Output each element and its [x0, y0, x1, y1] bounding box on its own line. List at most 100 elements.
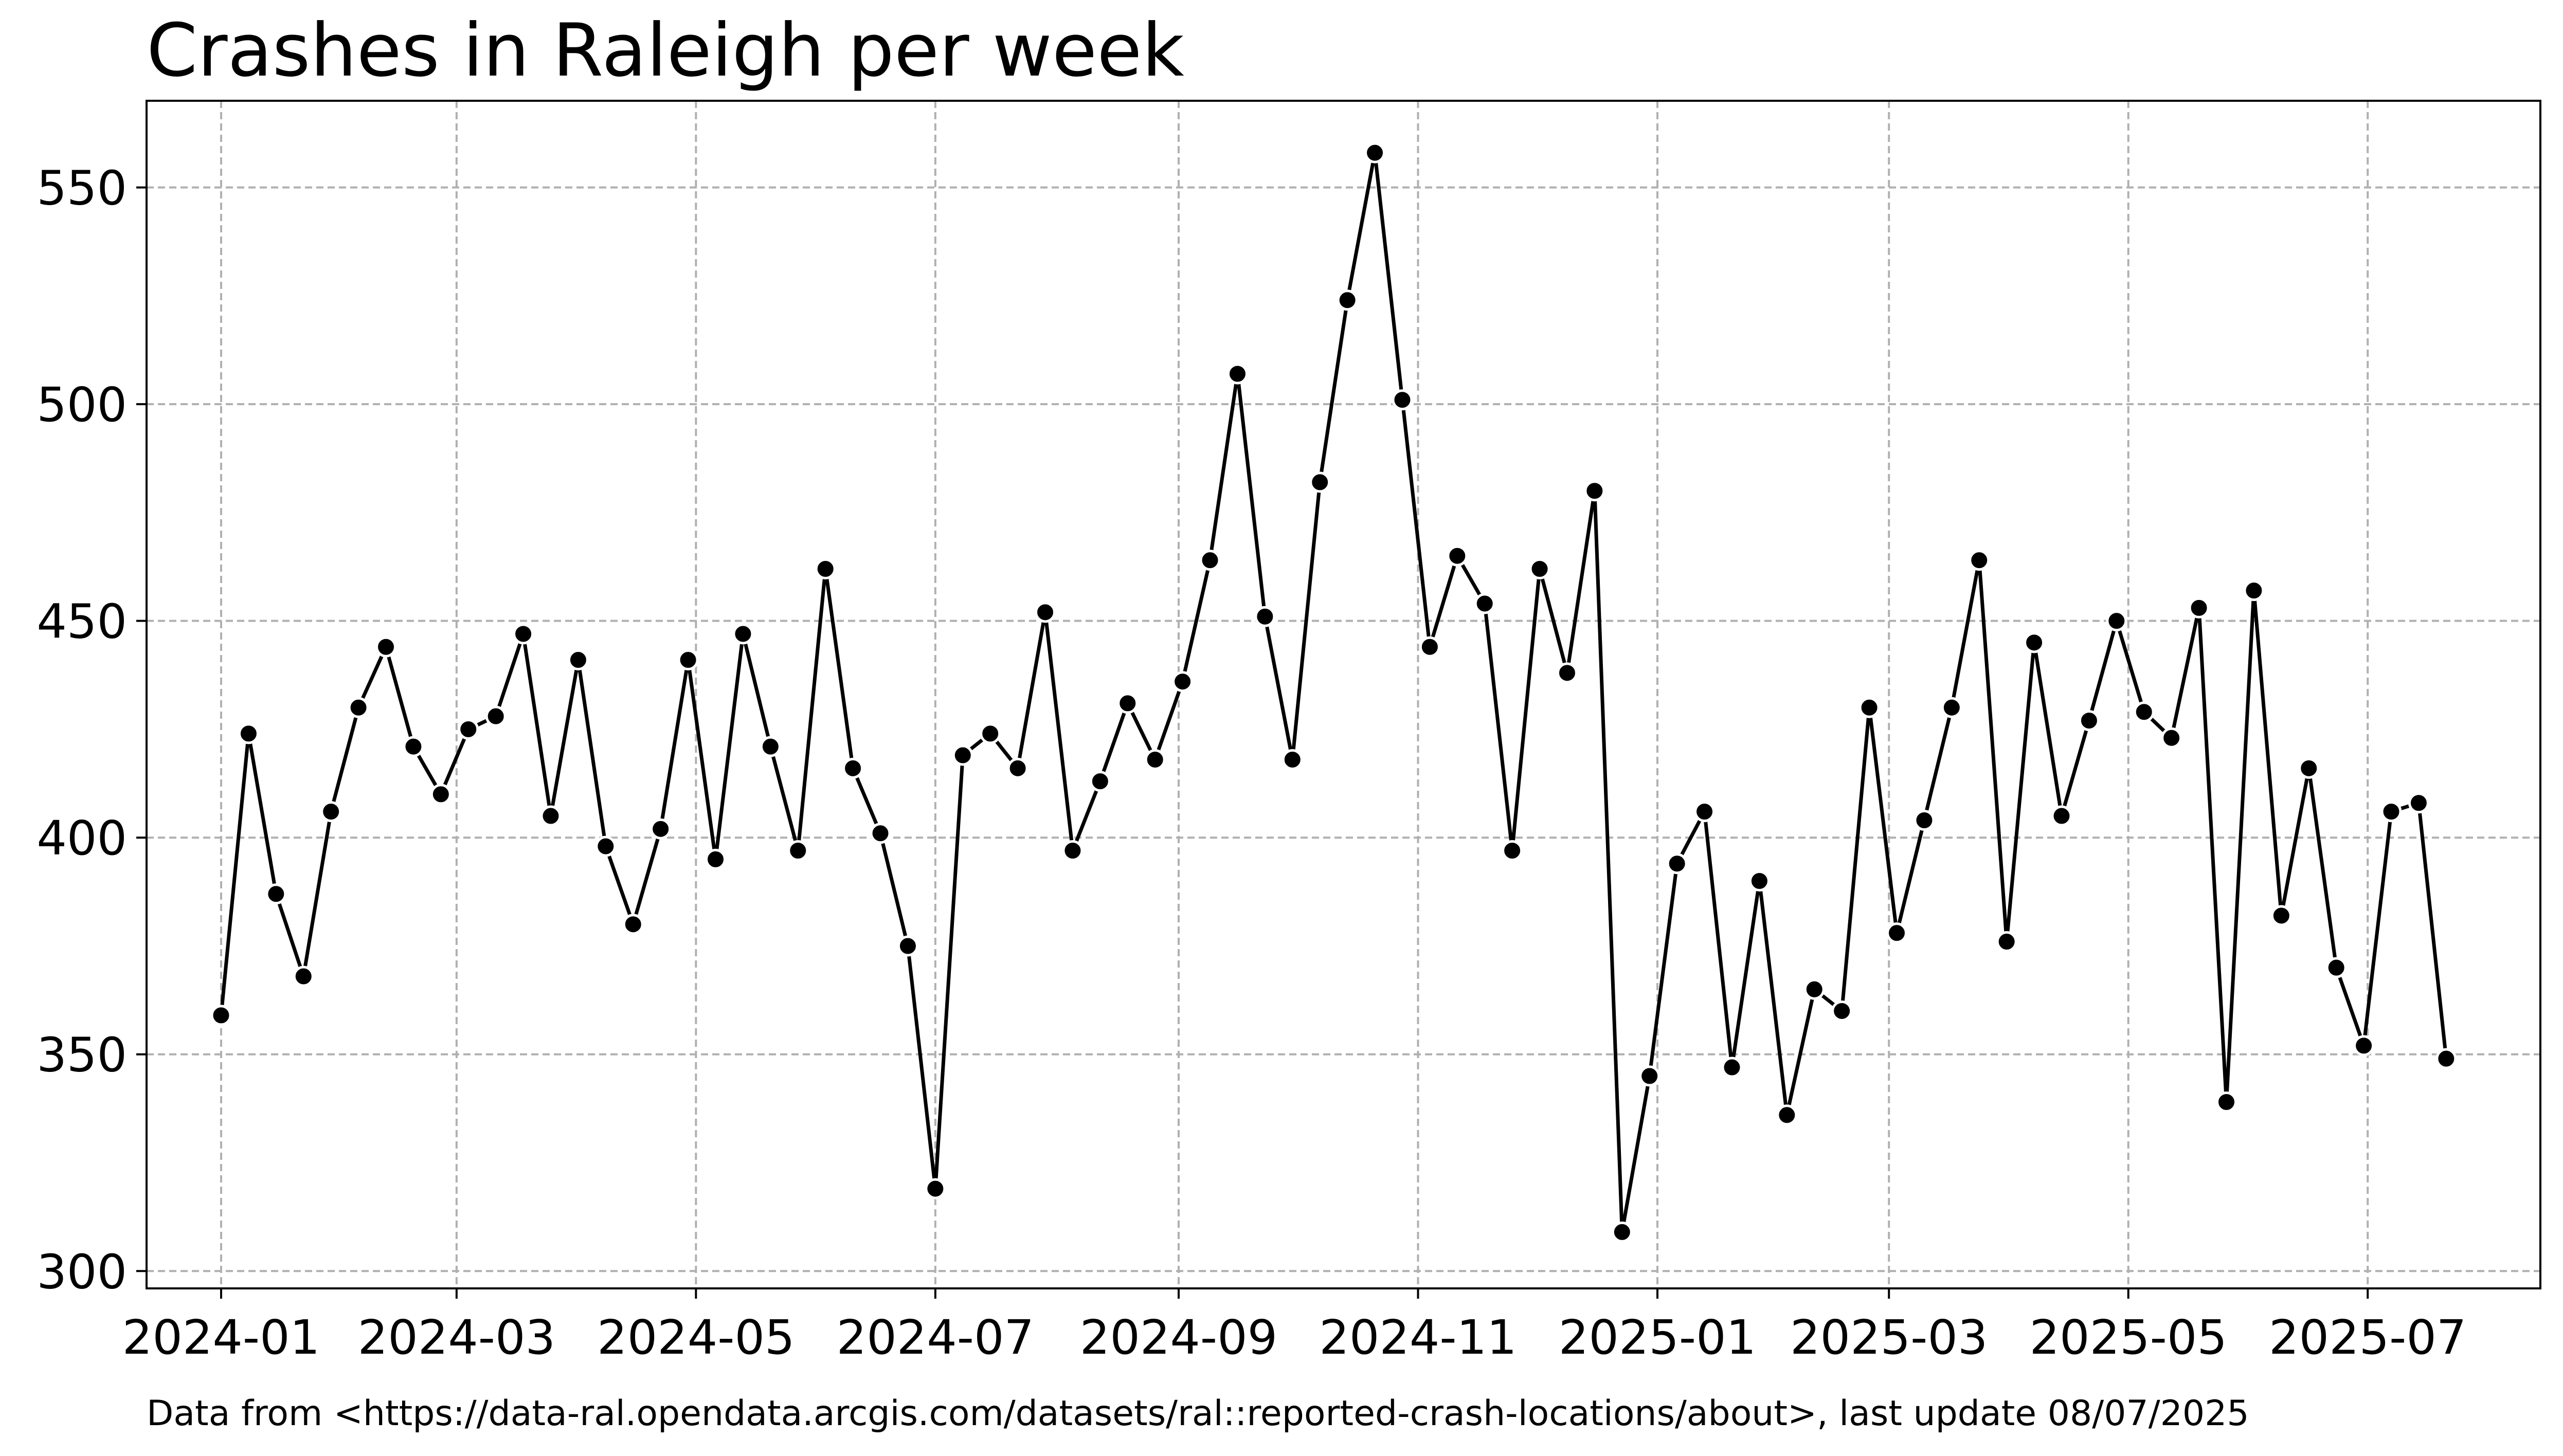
data-point	[1419, 636, 1440, 658]
data-point	[2161, 727, 2182, 749]
data-point	[1969, 550, 1990, 571]
data-point	[1611, 1221, 1633, 1243]
data-point	[1035, 602, 1056, 623]
data-point	[485, 705, 507, 727]
data-point	[2024, 632, 2045, 653]
x-tick-label: 2024-11	[1319, 1310, 1517, 1365]
data-point	[897, 935, 918, 957]
data-point	[265, 883, 287, 905]
data-point	[952, 744, 973, 766]
data-point	[1199, 550, 1221, 571]
y-tick-label: 300	[37, 1244, 127, 1299]
data-point	[403, 736, 424, 757]
data-point	[1996, 931, 2017, 953]
data-point	[1226, 363, 1248, 385]
data-point	[1721, 1057, 1743, 1078]
data-point	[1776, 1104, 1798, 1126]
x-tick-label: 2025-03	[1790, 1310, 1988, 1365]
data-point	[348, 697, 369, 718]
data-point	[1172, 671, 1194, 693]
data-point	[1309, 471, 1331, 493]
chart-title: Crashes in Raleigh per week	[147, 8, 1184, 93]
data-point	[1858, 697, 1880, 718]
data-point	[1831, 1000, 1853, 1022]
data-point	[320, 801, 342, 823]
data-point	[1941, 697, 1962, 718]
x-tick-label: 2024-07	[837, 1310, 1034, 1365]
x-tick-label: 2024-03	[358, 1310, 555, 1365]
data-point	[210, 1005, 232, 1026]
data-point	[2188, 597, 2210, 618]
data-point	[1089, 771, 1111, 792]
y-tick-label: 550	[37, 161, 127, 216]
data-point	[2298, 757, 2320, 779]
data-point	[815, 558, 836, 580]
series-line	[219, 151, 2448, 1234]
data-source-note: Data from <https://data-ral.opendata.arc…	[147, 1393, 2249, 1434]
data-point	[1062, 840, 1084, 862]
data-point	[1748, 870, 1770, 892]
data-point	[1914, 809, 1935, 831]
data-point	[1117, 693, 1139, 714]
data-point	[430, 784, 452, 805]
data-point	[2078, 710, 2100, 732]
data-point	[1282, 749, 1303, 770]
data-point	[2243, 580, 2265, 602]
data-point	[650, 818, 672, 840]
y-tick-label: 450	[37, 594, 127, 649]
data-point	[513, 623, 534, 645]
data-point	[2133, 701, 2155, 723]
data-point	[567, 649, 589, 671]
x-tick-label: 2025-07	[2269, 1310, 2466, 1365]
data-point	[1666, 853, 1688, 875]
data-point	[1392, 389, 1413, 411]
data-point	[622, 914, 644, 935]
data-point	[2270, 905, 2292, 926]
data-point	[1144, 749, 1166, 770]
data-point	[1556, 662, 1578, 684]
data-point	[677, 649, 699, 671]
y-tick-label: 500	[37, 377, 127, 432]
data-point	[2051, 805, 2072, 827]
data-point	[1254, 606, 1276, 627]
data-point	[705, 848, 727, 870]
data-point	[1007, 757, 1028, 779]
data-point	[870, 823, 891, 844]
x-tick-label: 2025-01	[1559, 1310, 1756, 1365]
data-point	[2353, 1035, 2375, 1057]
data-point	[1584, 480, 1605, 502]
x-tick-label: 2025-05	[2030, 1310, 2227, 1365]
data-point	[1447, 545, 1468, 567]
data-point	[732, 623, 754, 645]
data-point	[375, 636, 396, 658]
data-point	[540, 805, 562, 827]
data-point	[2435, 1048, 2457, 1069]
y-tick-label: 350	[37, 1028, 127, 1083]
data-point	[842, 757, 864, 779]
x-tick-label: 2024-01	[122, 1310, 320, 1365]
data-point	[1364, 142, 1386, 163]
data-point	[2216, 1091, 2237, 1113]
data-point	[1694, 801, 1716, 823]
data-point	[760, 736, 781, 757]
data-point	[238, 723, 259, 744]
data-point	[1474, 593, 1495, 614]
data-point	[1337, 289, 1358, 311]
data-point	[293, 966, 314, 987]
x-tick-label: 2024-09	[1080, 1310, 1277, 1365]
data-point	[458, 718, 479, 740]
data-point	[1639, 1065, 1660, 1087]
data-point	[2380, 801, 2402, 823]
data-point	[980, 723, 1001, 744]
data-point	[595, 835, 617, 857]
data-point	[1886, 922, 1907, 944]
data-point	[787, 840, 809, 862]
data-point	[2408, 792, 2429, 814]
data-point	[1502, 840, 1523, 862]
data-point	[2106, 610, 2127, 632]
data-point	[1803, 978, 1825, 1000]
plot-frame	[146, 100, 2541, 1289]
data-point	[2325, 957, 2347, 978]
